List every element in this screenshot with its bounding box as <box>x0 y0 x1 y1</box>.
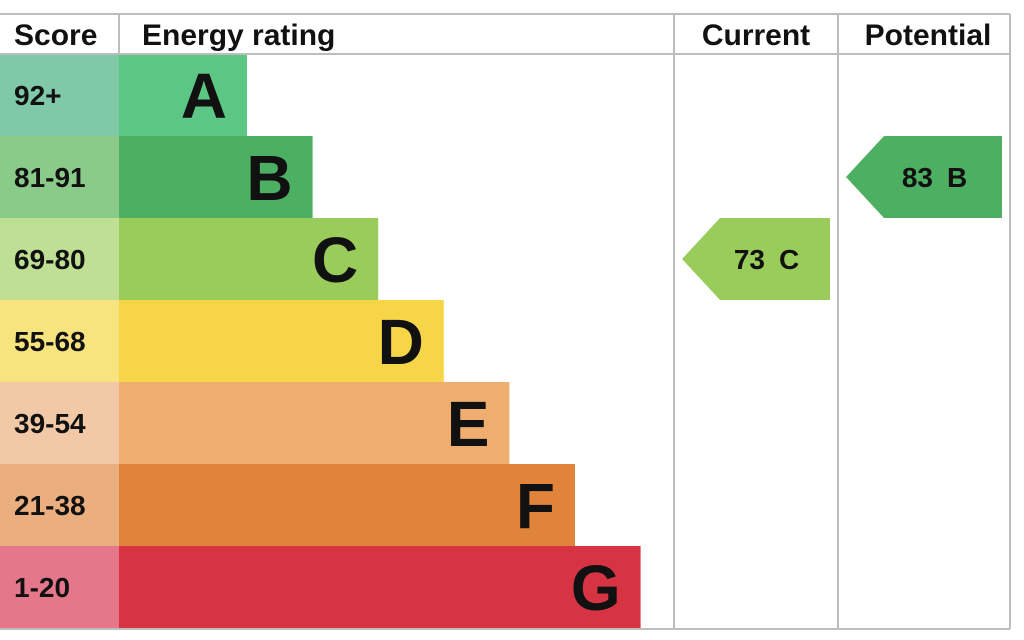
score-cell-c <box>0 218 119 300</box>
score-cell-e <box>0 382 119 464</box>
score-cell-g <box>0 546 119 628</box>
score-cell-f <box>0 464 119 546</box>
current-rating-arrow-score: 73 <box>734 244 765 275</box>
band-letter-d: D <box>378 306 424 378</box>
table-grid <box>0 13 1011 630</box>
band-bar-a <box>119 54 247 136</box>
score-cell-a <box>0 54 119 136</box>
current-rating-arrow-band: C <box>779 244 799 275</box>
band-letter-e: E <box>447 388 490 460</box>
score-range-f: 21-38 <box>14 490 86 521</box>
current-rating-arrow-shape <box>682 218 830 300</box>
band-row-e: 39-54 E <box>0 382 510 464</box>
header-current: Current <box>702 19 810 52</box>
band-bar-c <box>119 218 379 300</box>
band-bar-d <box>119 300 444 382</box>
band-letter-g: G <box>571 552 621 624</box>
band-row-d: 55-68 D <box>0 300 444 382</box>
score-cell-d <box>0 300 119 382</box>
band-row-b: 81-91 B <box>0 136 313 218</box>
band-letter-b: B <box>246 142 292 214</box>
potential-rating-arrow-shape <box>846 136 1002 218</box>
current-rating-arrow: 73 C <box>682 218 830 300</box>
band-letter-a: A <box>181 60 227 132</box>
band-row-g: 1-20 G <box>0 546 641 628</box>
band-bar-e <box>119 382 510 464</box>
band-row-c: 69-80 C <box>0 218 379 300</box>
score-cell-b <box>0 136 119 218</box>
header-row: Score Energy rating Current Potential <box>14 19 991 52</box>
score-range-b: 81-91 <box>14 162 86 193</box>
band-bar-b <box>119 136 313 218</box>
potential-rating-arrow: 83 B <box>846 136 1002 218</box>
band-letter-c: C <box>312 224 358 296</box>
header-potential: Potential <box>865 19 992 52</box>
score-range-g: 1-20 <box>14 572 70 603</box>
rating-arrows: 73 C 83 B <box>682 136 1002 300</box>
band-row-a: 92+ A <box>0 54 247 136</box>
score-range-d: 55-68 <box>14 326 86 357</box>
band-row-f: 21-38 F <box>0 464 575 546</box>
rating-bands: 92+ A 81-91 B 69-80 C 55-68 D 39-54 E 21-38 F 1-20 G <box>0 54 641 628</box>
potential-rating-arrow-score: 83 <box>902 162 933 193</box>
band-bar-f <box>119 464 575 546</box>
band-letter-f: F <box>516 470 555 542</box>
header-energy-rating: Energy rating <box>142 19 335 52</box>
potential-rating-arrow-band: B <box>947 162 967 193</box>
score-range-c: 69-80 <box>14 244 86 275</box>
score-range-e: 39-54 <box>14 408 86 439</box>
header-score: Score <box>14 19 97 52</box>
score-range-a: 92+ <box>14 80 62 111</box>
band-bar-g <box>119 546 641 628</box>
